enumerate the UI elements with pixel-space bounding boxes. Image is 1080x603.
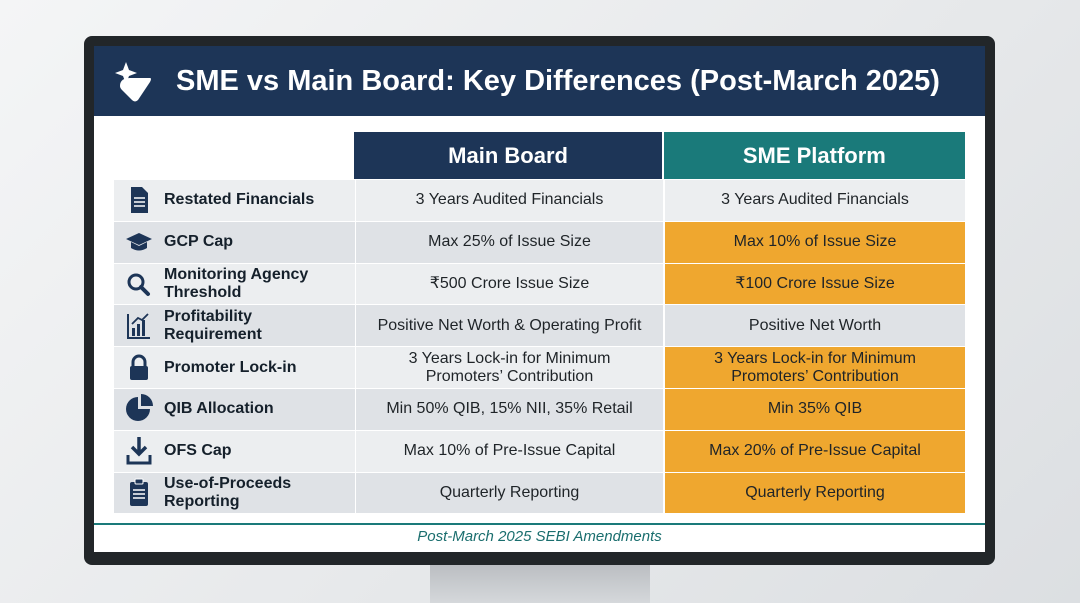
comparison-table: Main Board SME Platform Restated Financi…	[114, 132, 966, 514]
row-label-text: Monitoring Agency Threshold	[164, 265, 309, 301]
blank-header	[114, 132, 354, 179]
cell-text: ₹100 Crore Issue Size	[735, 274, 895, 292]
table-cell: ₹100 Crore Issue Size	[663, 263, 965, 305]
cell-text: Min 50% QIB, 15% NII, 35% Retail	[386, 400, 633, 418]
table-cell: Max 10% of Issue Size	[663, 221, 965, 263]
row-icon	[130, 478, 148, 506]
table-row: Use-of-Proceeds Reporting Quarterly Repor…	[114, 471, 965, 514]
row-label: Promoter Lock-in	[114, 347, 355, 388]
logo	[115, 62, 151, 102]
row-label-text: Profitability Requirement	[164, 307, 262, 343]
row-label-text: Promoter Lock-in	[164, 358, 297, 376]
cell-text: Max 25% of Issue Size	[428, 233, 591, 251]
row-label: Use-of-Proceeds Reporting	[114, 472, 355, 514]
table-cell: Max 10% of Pre-Issue Capital	[355, 430, 663, 472]
table-row: QIB Allocation Min 50% QIB, 15% NII, 35% …	[114, 387, 965, 430]
row-label: Profitability Requirement	[114, 305, 355, 347]
cell-text: 3 Years Lock-in for Minimum Promoters’ C…	[714, 349, 916, 385]
row-icon	[131, 187, 148, 214]
table-cell: 3 Years Lock-in for Minimum Promoters’ C…	[663, 347, 965, 388]
title: SME vs Main Board: Key Differences (Post…	[176, 65, 940, 97]
row-icon	[127, 273, 150, 296]
cell-text: Min 35% QIB	[767, 400, 863, 418]
header-bar: SME vs Main Board: Key Differences (Post…	[94, 46, 985, 116]
table-cell: 3 Years Lock-in for Minimum Promoters’ C…	[355, 347, 663, 388]
monitor-stand	[430, 562, 650, 603]
table-cell: Quarterly Reporting	[663, 472, 965, 514]
table-row: Profitability Requirement Positive Net Wo…	[114, 304, 965, 347]
row-label-text: Use-of-Proceeds Reporting	[164, 474, 292, 510]
header-row: Main Board SME Platform	[114, 132, 966, 179]
table-row: Restated Financials 3 Years Audited Finan…	[114, 179, 965, 221]
table-cell: 3 Years Audited Financials	[663, 180, 965, 221]
footer-rule	[94, 523, 985, 525]
cell-text: 3 Years Lock-in for Minimum Promoters’ C…	[408, 349, 611, 385]
cell-text: Max 20% of Pre-Issue Capital	[709, 442, 921, 460]
cell-text: 3 Years Audited Financials	[721, 191, 909, 209]
table-cell: 3 Years Audited Financials	[355, 180, 663, 221]
table-cell: Positive Net Worth & Operating Profit	[355, 305, 663, 347]
table-cell: Min 35% QIB	[663, 388, 965, 430]
row-label-text: OFS Cap	[164, 442, 232, 460]
table-cell: ₹500 Crore Issue Size	[355, 263, 663, 305]
row-label-text: Restated Financials	[164, 191, 315, 209]
cell-text: Quarterly Reporting	[439, 483, 580, 501]
screen: SME vs Main Board: Key Differences (Post…	[94, 46, 985, 552]
table-cell: Quarterly Reporting	[355, 472, 663, 514]
table-cell: Positive Net Worth	[663, 305, 965, 347]
table-row: OFS Cap Max 10% of Pre-Issue Capital Max 2…	[114, 429, 965, 472]
column-header: SME Platform	[661, 132, 966, 179]
row-label-text: QIB Allocation	[164, 400, 274, 418]
row-icon	[127, 313, 150, 339]
cell-text: Quarterly Reporting	[745, 483, 885, 501]
row-label: OFS Cap	[114, 430, 355, 472]
cell-text: Max 10% of Issue Size	[733, 233, 897, 251]
table-cell: Max 20% of Pre-Issue Capital	[663, 430, 965, 472]
table-row: Promoter Lock-in 3 Years Lock-in for Mini…	[114, 346, 965, 388]
cell-text: 3 Years Audited Financials	[415, 191, 604, 209]
cell-text: Max 10% of Pre-Issue Capital	[403, 442, 616, 460]
cell-text: Positive Net Worth	[748, 316, 882, 334]
footer-note: Post-March 2025 SEBI Amendments	[417, 528, 662, 545]
row-icon	[130, 354, 148, 380]
cell-text: Positive Net Worth & Operating Profit	[377, 316, 642, 334]
row-icon	[126, 437, 152, 465]
table-row: GCP Cap Max 25% of Issue Size Max 10% of I…	[114, 220, 965, 263]
cell-text: ₹500 Crore Issue Size	[429, 274, 590, 292]
row-label: Monitoring Agency Threshold	[114, 263, 355, 305]
table-cell: Min 50% QIB, 15% NII, 35% Retail	[355, 388, 663, 430]
table-cell: Max 25% of Issue Size	[355, 221, 663, 263]
row-label: Restated Financials	[114, 180, 355, 221]
row-icon	[126, 233, 152, 251]
row-label-text: GCP Cap	[164, 233, 234, 251]
row-label: QIB Allocation	[114, 388, 355, 430]
table-row: Monitoring Agency Threshold ₹500 Crore Is…	[114, 262, 965, 305]
column-header: Main Board	[354, 132, 662, 179]
row-label: GCP Cap	[114, 221, 355, 263]
row-icon	[126, 394, 153, 422]
